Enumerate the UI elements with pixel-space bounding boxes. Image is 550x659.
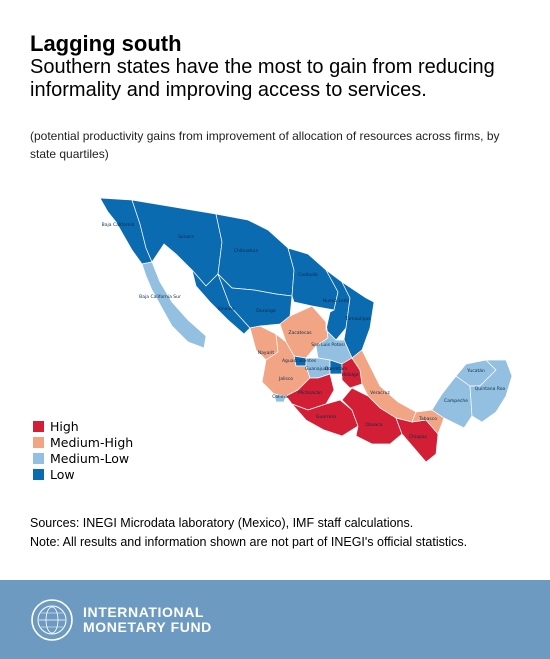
legend-label: Medium-High xyxy=(50,434,134,450)
legend-swatch xyxy=(33,420,44,432)
state-label: Durango xyxy=(256,308,276,314)
mexico-map: Baja California Baja California Sur Sonora… xyxy=(99,197,513,463)
state-region xyxy=(287,247,339,311)
legend-item: Low xyxy=(33,466,133,482)
state-region xyxy=(469,359,513,423)
state-label: Aguascalientes xyxy=(282,358,317,364)
disclaimer-text: Note: All results and information shown … xyxy=(30,535,468,549)
state-label: Oaxaca xyxy=(366,422,383,428)
sources-block: Sources: INEGI Microdata laboratory (Mex… xyxy=(30,514,467,552)
legend-label: Low xyxy=(50,466,75,482)
state-label: Guanajuato xyxy=(305,366,331,372)
state-region xyxy=(273,393,287,403)
state-label: Tamaulipas xyxy=(344,316,371,322)
state-label: Michoacán xyxy=(298,389,322,396)
state-label: Baja California xyxy=(102,222,135,228)
state-label: Campeche xyxy=(444,398,468,404)
legend-item: Medium-Low xyxy=(33,450,133,466)
legend-item: Medium-High xyxy=(33,434,133,450)
state-label: Baja California Sur xyxy=(139,294,181,300)
state-label: San Luis Potosí xyxy=(311,341,345,348)
imf-wordmark-line2: MONETARY FUND xyxy=(83,619,212,635)
legend-item: High xyxy=(33,418,133,434)
imf-wordmark: INTERNATIONAL MONETARY FUND xyxy=(83,605,212,635)
legend-swatch xyxy=(33,452,44,464)
state-label: Zacatecas xyxy=(288,330,312,336)
state-label: Veracruz xyxy=(370,390,390,396)
state-label: Nayarit xyxy=(258,350,275,356)
chart-note: (potential productivity gains from impro… xyxy=(30,129,500,161)
state-region xyxy=(191,269,251,335)
legend-label: Medium-Low xyxy=(50,450,130,466)
legend-swatch xyxy=(33,436,44,448)
state-region xyxy=(141,261,207,349)
state-label: Chihuahua xyxy=(234,248,258,254)
chart-title: Lagging south xyxy=(30,31,182,56)
state-label: Yucatán xyxy=(466,367,485,374)
chart-subtitle: Southern states have the most to gain fr… xyxy=(30,56,495,101)
imf-wordmark-line1: INTERNATIONAL xyxy=(83,604,205,620)
legend-label: High xyxy=(50,418,79,434)
sources-text: Sources: INEGI Microdata laboratory (Mex… xyxy=(30,516,414,530)
state-label: Colima xyxy=(272,394,288,400)
legend-swatch xyxy=(33,468,44,480)
state-label: Quintana Roo xyxy=(475,386,506,392)
state-label: Chiapas xyxy=(409,434,428,440)
imf-seal-icon xyxy=(31,599,73,641)
state-label: Guerrero xyxy=(316,414,336,420)
state-label: Coahuila xyxy=(298,272,318,278)
footer-bar: INTERNATIONAL MONETARY FUND xyxy=(0,580,550,659)
state-label: Tabasco xyxy=(418,416,437,422)
state-label: Querétaro xyxy=(325,365,348,372)
state-label: Hidalgo xyxy=(341,372,358,378)
state-label: Nuevo León xyxy=(323,297,350,304)
state-label: Sonora xyxy=(178,234,194,240)
state-region xyxy=(341,387,403,445)
state-label: Sinaloa xyxy=(218,306,235,312)
map-legend: High Medium-High Medium-Low Low xyxy=(33,418,133,482)
state-label: Jalisco xyxy=(278,376,293,382)
